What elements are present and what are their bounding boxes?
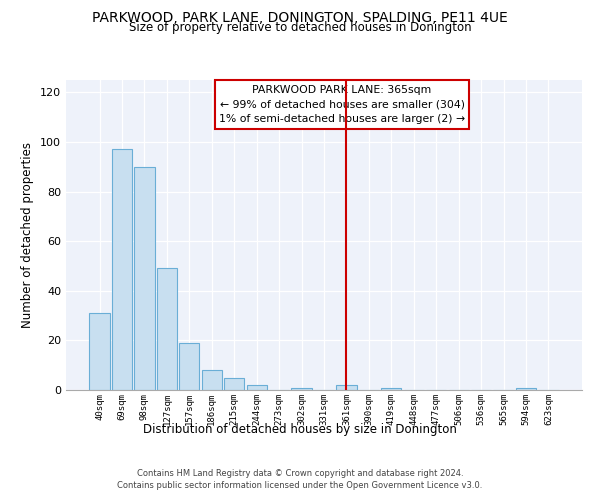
Bar — [202, 370, 222, 390]
Bar — [224, 378, 244, 390]
Bar — [112, 150, 132, 390]
Bar — [179, 343, 199, 390]
Bar — [157, 268, 177, 390]
Bar — [292, 388, 311, 390]
Bar — [89, 313, 110, 390]
Bar — [516, 388, 536, 390]
Text: Distribution of detached houses by size in Donington: Distribution of detached houses by size … — [143, 422, 457, 436]
Bar — [381, 388, 401, 390]
Bar — [337, 385, 356, 390]
Text: Contains HM Land Registry data © Crown copyright and database right 2024.: Contains HM Land Registry data © Crown c… — [137, 468, 463, 477]
Bar — [247, 385, 267, 390]
Text: PARKWOOD PARK LANE: 365sqm
← 99% of detached houses are smaller (304)
1% of semi: PARKWOOD PARK LANE: 365sqm ← 99% of deta… — [219, 84, 465, 124]
Text: Size of property relative to detached houses in Donington: Size of property relative to detached ho… — [128, 21, 472, 34]
Y-axis label: Number of detached properties: Number of detached properties — [22, 142, 34, 328]
Text: PARKWOOD, PARK LANE, DONINGTON, SPALDING, PE11 4UE: PARKWOOD, PARK LANE, DONINGTON, SPALDING… — [92, 11, 508, 25]
Text: Contains public sector information licensed under the Open Government Licence v3: Contains public sector information licen… — [118, 481, 482, 490]
Bar — [134, 167, 155, 390]
